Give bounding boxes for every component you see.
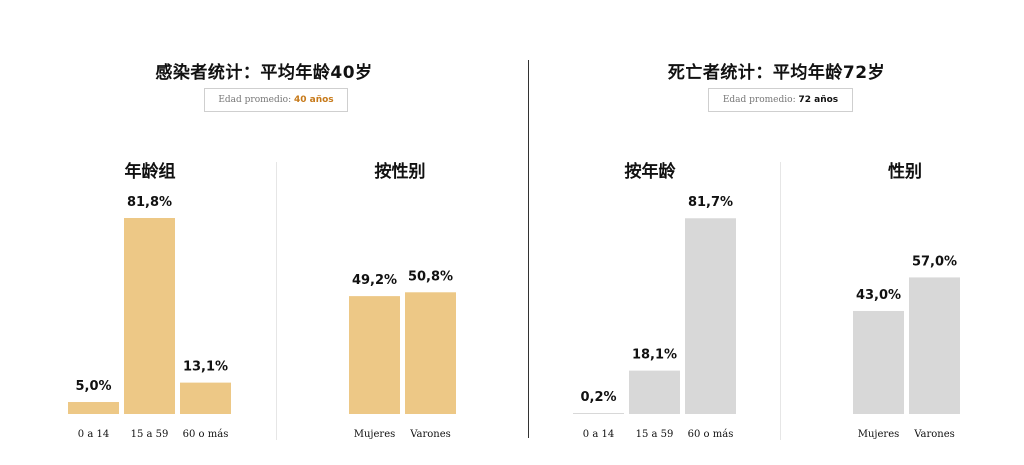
- infected-avg-value: 40 años: [293, 95, 334, 105]
- infected-avg-label: Edad promedio:: [218, 95, 294, 105]
- deaths-avg-value: 72 años: [798, 95, 839, 105]
- deaths-avg-label: Edad promedio:: [722, 95, 799, 105]
- deaths-age-category-label-1: 15 a 59: [636, 429, 674, 440]
- infected-sex-bar-1: [405, 292, 456, 414]
- infected-age-bar-2: [180, 382, 231, 414]
- infected-age-category-label-0: 0 a 14: [78, 429, 109, 440]
- chart-title-age-deaths: 按年龄: [624, 162, 676, 182]
- deaths-age-bar-1: [629, 370, 680, 414]
- infected-avg-box: Edad promedio: 40 años: [204, 88, 348, 112]
- deaths-sex-value-label-1: 57,0%: [912, 254, 957, 269]
- deaths-age-value-label-1: 18,1%: [632, 348, 677, 363]
- deaths-age-value-label-0: 0,2%: [580, 390, 616, 405]
- chart-title-age-infected: 年龄组: [124, 162, 176, 182]
- infected-sex-value-label-0: 49,2%: [352, 273, 397, 288]
- deaths-sex-bar-1: [909, 277, 960, 414]
- infected-age-category-label-2: 60 o más: [183, 429, 229, 440]
- infected-sex-bar-0: [349, 296, 400, 414]
- chart-title-sex-infected: 按性别: [374, 162, 426, 182]
- deaths-sex-category-label-0: Mujeres: [858, 429, 900, 440]
- infected-panel: 感染者统计：平均年龄40岁 Edad promedio: 40 años: [155, 63, 373, 112]
- deaths-age-bar-2: [685, 218, 736, 414]
- infected-age-bar-1: [124, 218, 175, 414]
- right-subdivider: [780, 162, 781, 440]
- panel-divider: [528, 60, 529, 438]
- deaths-title: 死亡者统计：平均年龄72岁: [667, 63, 886, 83]
- infected-age-bar-0: [68, 402, 119, 414]
- deaths-panel: 死亡者统计：平均年龄72岁 Edad promedio: 72 años: [529, 0, 1024, 465]
- infected-sex-value-label-1: 50,8%: [408, 269, 453, 284]
- deaths-sex-category-label-1: Varones: [913, 429, 955, 440]
- deaths-avg-box: Edad promedio: 72 años: [708, 88, 853, 112]
- deaths-sex-value-label-0: 43,0%: [856, 288, 901, 303]
- deaths-age-bar-0: [573, 413, 624, 414]
- deaths-age-category-label-0: 0 a 14: [583, 429, 614, 440]
- infected-age-category-label-1: 15 a 59: [131, 429, 169, 440]
- infected-age-value-label-0: 5,0%: [75, 379, 111, 394]
- deaths-age-category-label-2: 60 o más: [688, 429, 734, 440]
- infected-sex-category-label-0: Mujeres: [354, 429, 396, 440]
- chart-title-sex-deaths: 性别: [888, 162, 922, 182]
- infected-age-value-label-2: 13,1%: [183, 360, 228, 375]
- deaths-age-value-label-2: 81,7%: [688, 195, 733, 210]
- infected-age-value-label-1: 81,8%: [127, 195, 172, 210]
- deaths-sex-bar-0: [853, 310, 904, 414]
- infected-sex-category-label-1: Varones: [409, 429, 451, 440]
- left-subdivider: [276, 162, 277, 440]
- infected-title: 感染者统计：平均年龄40岁: [155, 63, 373, 83]
